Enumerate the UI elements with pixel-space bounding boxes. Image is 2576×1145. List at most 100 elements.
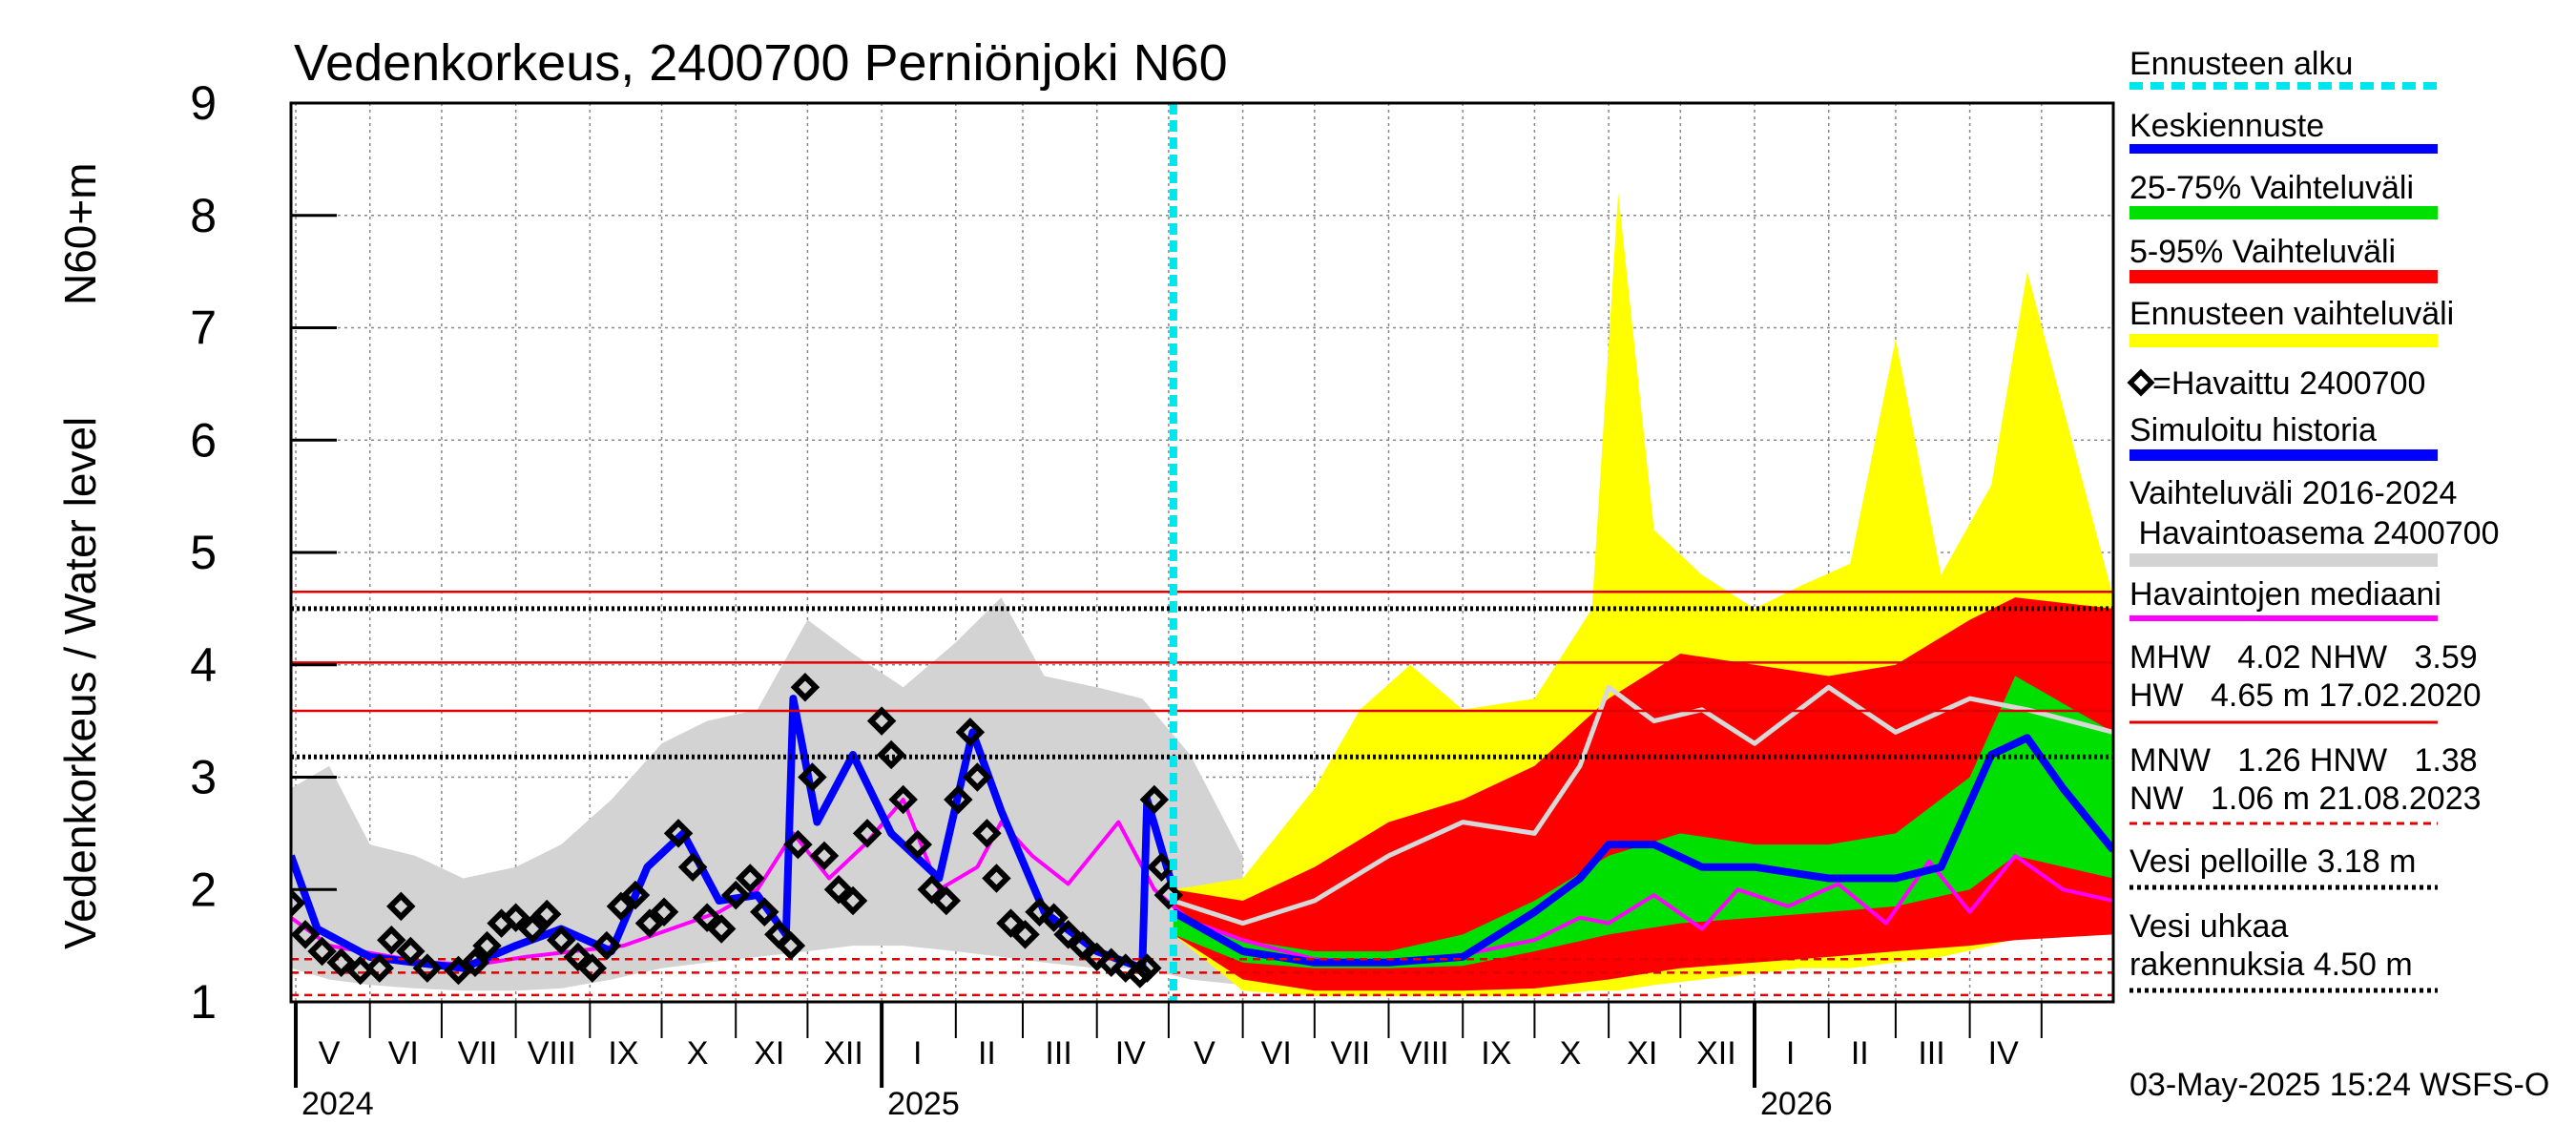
observed-marker — [1153, 880, 1184, 910]
y-tick-label: 9 — [190, 76, 217, 130]
observed-marker — [982, 864, 1011, 893]
legend-band-5-95-label: 5-95% Vaihteluväli — [2129, 234, 2396, 270]
observed-marker — [692, 903, 722, 932]
observed-marker — [1068, 930, 1097, 961]
legend-simulated-label: Simuloitu historia — [2129, 412, 2377, 448]
observed-marker — [866, 706, 897, 736]
x-month-label: XII — [1696, 1035, 1736, 1072]
y-tick-label: 4 — [190, 638, 217, 692]
band-vaihteluväli — [291, 597, 1243, 991]
observed-marker — [736, 864, 765, 893]
x-year-label: 2025 — [887, 1086, 960, 1122]
legend-building-flood-label-1: Vesi uhkaa — [2129, 908, 2288, 945]
x-month-label: VII — [458, 1035, 498, 1072]
observed-marker — [606, 891, 636, 922]
x-month-label: XI — [1627, 1035, 1657, 1072]
y-tick-label: 5 — [190, 526, 217, 579]
observed-marker — [996, 908, 1026, 938]
observed-marker — [955, 718, 986, 747]
x-month-label: I — [1786, 1035, 1795, 1072]
chart-title: Vedenkorkeus, 2400700 Perniönjoki N60 — [294, 34, 1228, 92]
observed-marker — [386, 891, 416, 922]
legend-observed-label: =Havaittu 2400700 — [2152, 365, 2425, 402]
x-month-label: I — [913, 1035, 922, 1072]
observed-marker — [412, 953, 443, 983]
x-month-label: IV — [1988, 1035, 2019, 1072]
observed-marker — [917, 875, 947, 905]
x-month-label: X — [1560, 1035, 1582, 1072]
observed-marker — [1139, 784, 1170, 815]
observed-marker — [1132, 953, 1162, 983]
observed-marker — [649, 897, 679, 927]
mean-forecast-line — [1171, 734, 2113, 967]
x-month-label: VIII — [1401, 1035, 1449, 1072]
x-month-label: II — [978, 1035, 996, 1072]
observed-marker — [876, 739, 906, 770]
legend-forecast-range-label: Ennusteen vaihteluväli — [2129, 296, 2454, 332]
observed-marker — [396, 936, 426, 967]
x-month-label: X — [687, 1035, 709, 1072]
legend-stats-mnw-hnw: MNW 1.26 HNW 1.38 — [2129, 742, 2478, 779]
legend-field-flood-label: Vesi pelloille 3.18 m — [2129, 843, 2417, 880]
observed-marker — [1039, 903, 1069, 932]
observed-marker — [326, 947, 356, 978]
observed-marker — [291, 920, 321, 949]
legend-hist-range-label-2: Havaintoasema 2400700 — [2129, 515, 2500, 552]
legend-stats-mhw-nhw: MHW 4.02 NHW 3.59 — [2129, 639, 2478, 676]
legend-building-flood-label-2: rakennuksia 4.50 m — [2129, 947, 2413, 983]
observed-marker — [546, 925, 576, 955]
observed-marker — [634, 908, 665, 938]
observed-marker — [620, 880, 651, 910]
observed-marker — [592, 930, 622, 961]
x-month-label: XI — [754, 1035, 784, 1072]
grey-observed-line — [1173, 684, 2113, 926]
legend-hist-range-label-1: Vaihteluväli 2016-2024 — [2129, 475, 2457, 511]
x-month-label: VI — [388, 1035, 419, 1072]
observed-marker — [750, 897, 779, 927]
y-tick-label: 8 — [190, 189, 217, 242]
observed-marker — [903, 829, 932, 860]
observed-marker — [888, 784, 918, 815]
observed-marker — [377, 925, 406, 955]
x-month-label: VI — [1261, 1035, 1292, 1072]
observed-marker — [531, 899, 562, 929]
x-year-label: 2024 — [301, 1086, 374, 1122]
y-tick-label: 3 — [190, 751, 217, 804]
x-year-label: 2026 — [1760, 1086, 1833, 1122]
observed-marker — [563, 942, 593, 972]
x-month-label: VII — [1331, 1035, 1371, 1072]
x-month-label: IX — [608, 1035, 638, 1072]
observed-marker — [677, 852, 708, 882]
observed-marker — [838, 885, 868, 916]
y-tick-label: 2 — [190, 863, 217, 916]
y-axis-label: Vedenkorkeus / Water level — [55, 417, 105, 949]
observed-marker — [307, 936, 337, 967]
observed-marker — [706, 914, 737, 944]
observed-marker — [720, 880, 751, 910]
observed-marker — [798, 762, 827, 792]
y-axis-unit: N60+m — [55, 162, 105, 305]
observed-marker — [460, 947, 490, 978]
x-month-label: III — [1045, 1035, 1071, 1072]
observed-marker — [517, 914, 548, 944]
observed-marker — [852, 819, 883, 848]
legend-band-25-75-label: 25-75% Vaihteluväli — [2129, 170, 2414, 206]
plot-area — [291, 103, 2113, 1002]
y-tick-label: 6 — [190, 413, 217, 467]
legend-forecast-start-label: Ennusteen alku — [2129, 46, 2353, 82]
observed-marker — [1053, 920, 1083, 949]
x-month-label: XII — [823, 1035, 863, 1072]
x-month-label: II — [1851, 1035, 1869, 1072]
legend-stats-hw: HW 4.65 m 17.02.2020 — [2129, 677, 2482, 714]
observed-marker — [776, 930, 806, 961]
observed-marker — [577, 953, 608, 983]
band-25-75% — [1173, 676, 2113, 968]
observed-marker — [291, 888, 306, 918]
observed-marker — [944, 784, 973, 815]
x-month-label: IX — [1481, 1035, 1511, 1072]
observed-marker — [823, 875, 854, 905]
plot-content — [291, 103, 2113, 1002]
legend-mean-forecast-label: Keskiennuste — [2129, 108, 2324, 144]
